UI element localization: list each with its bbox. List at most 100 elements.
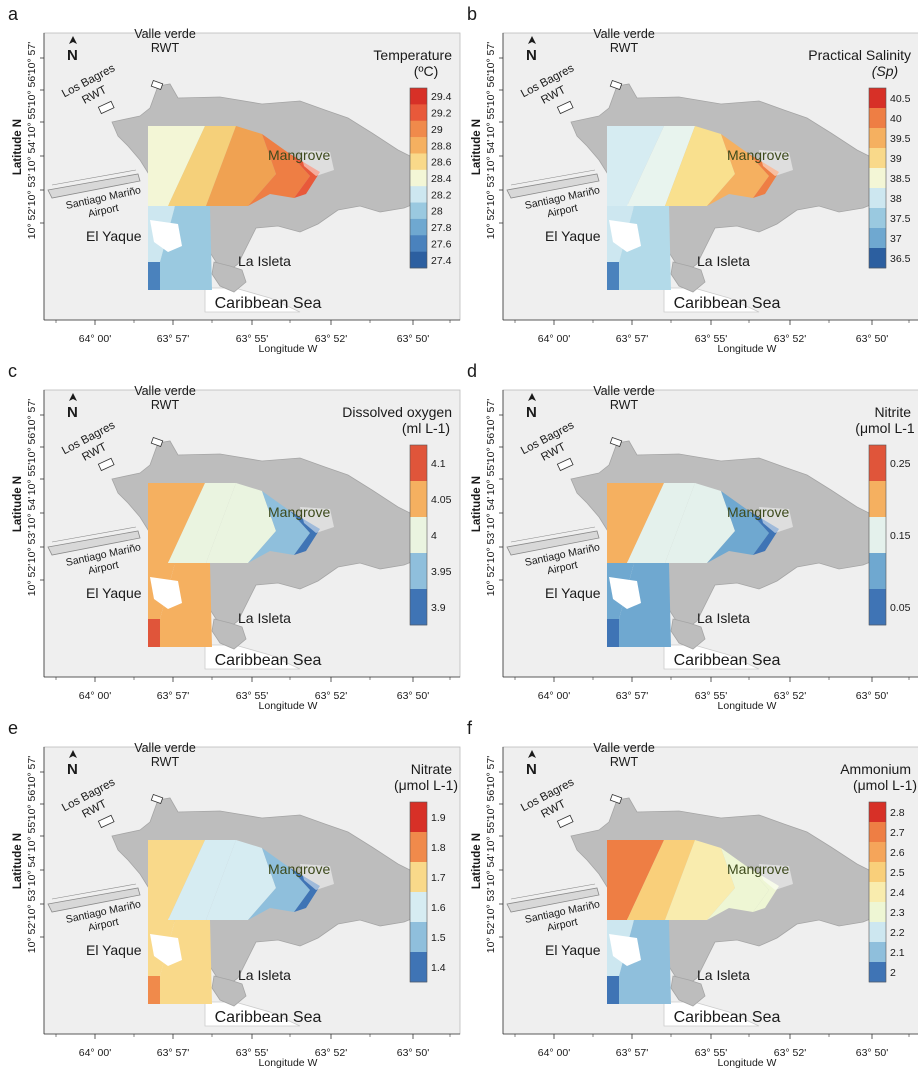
- y-tick-label: 10° 55': [26, 463, 38, 495]
- legend-tick-label: 1.9: [431, 812, 446, 824]
- x-axis-label: Longitude W: [718, 700, 777, 712]
- legend-swatch: [410, 251, 427, 269]
- mangrove-clearing: [300, 150, 334, 176]
- los-bagres-rwt-marker: [97, 100, 115, 115]
- legend-swatch: [410, 88, 427, 105]
- legend-tick-label: 27.4: [431, 255, 452, 267]
- x-tick-label: 64° 00': [79, 1047, 111, 1059]
- lagoon-zone: [707, 848, 769, 920]
- el-yaque-notch: [609, 934, 641, 966]
- y-tick-label: 10° 56': [26, 788, 38, 820]
- north-arrow-label: N: [67, 404, 78, 421]
- label-caribbean-sea: Caribbean Sea: [215, 295, 322, 312]
- y-axis-label: Latitude N: [12, 476, 24, 532]
- y-tick-label: 10° 56': [26, 431, 38, 463]
- legend-tick-label: 38.5: [890, 173, 911, 185]
- legend-tick-label: 27.6: [431, 238, 452, 250]
- estuary-zone: [607, 262, 619, 290]
- y-tick-label: 10° 53': [26, 531, 38, 563]
- legend-swatch: [869, 882, 886, 903]
- legend-swatch: [410, 235, 427, 252]
- legend-title: Temperature: [373, 47, 452, 63]
- legend-tick-label: 2.7: [890, 827, 905, 839]
- north-arrow-icon: N: [67, 750, 78, 778]
- legend-swatch: [410, 481, 427, 518]
- y-tick-label: 10° 57': [26, 42, 38, 74]
- mangrove-clearing: [300, 864, 334, 890]
- y-tick-label: 10° 53': [26, 174, 38, 206]
- legend-swatch: [869, 589, 886, 626]
- legend-tick-label: 2.3: [890, 907, 905, 919]
- label-la-isleta: La Isleta: [238, 253, 291, 269]
- label-mangrove: Mangrove: [727, 147, 789, 163]
- x-tick-label: 63° 57': [157, 1047, 189, 1059]
- lagoon-zone: [206, 483, 276, 563]
- legend-tick-label: 28.4: [431, 173, 452, 185]
- legend-tick-label: 37: [890, 233, 902, 245]
- x-tick-label: 64° 00': [538, 333, 570, 345]
- airport-runway: [47, 887, 141, 913]
- label-el-yaque: El Yaque: [545, 942, 601, 958]
- airport-runway: [47, 530, 141, 556]
- map-panel-b: b N Valle verde RWT Los Bagres RWT Santiago Ma…: [459, 0, 918, 357]
- legend-frame: [409, 444, 428, 626]
- label-mangrove: Mangrove: [727, 504, 789, 520]
- y-tick-label: 10° 57': [485, 756, 497, 788]
- north-arrow-icon: N: [67, 36, 78, 64]
- x-tick-label: 63° 55': [236, 690, 268, 702]
- north-arrow-head: [69, 750, 77, 758]
- x-tick-label: 63° 55': [695, 690, 727, 702]
- valle-verde-rwt-marker: [150, 436, 164, 448]
- legend-tick-label: 4.1: [431, 458, 446, 470]
- x-axis-label: Longitude W: [259, 700, 318, 712]
- lagoon-zone: [206, 840, 276, 920]
- lagoon-zone: [168, 840, 236, 920]
- map-panel-f: f N Valle verde RWT Los Bagres RWT Santiago Ma…: [459, 714, 918, 1071]
- label-mangrove: Mangrove: [268, 504, 330, 520]
- la-isleta-island: [670, 618, 706, 650]
- map-panel-e: e N Valle verde RWT Los Bagres RWT Santiago Ma…: [0, 714, 461, 1071]
- x-tick-label: 63° 57': [157, 333, 189, 345]
- legend-tick-label: 0.25: [890, 458, 911, 470]
- north-arrow-icon: N: [67, 393, 78, 421]
- mangrove-clearing: [759, 507, 793, 533]
- y-tick-label: 10° 53': [485, 888, 497, 920]
- airport-runway-line: [51, 883, 137, 900]
- los-bagres-rwt-marker: [97, 814, 115, 829]
- airport-runway: [47, 173, 141, 199]
- el-yaque-notch: [609, 577, 641, 609]
- legend-unit: (Sp): [872, 63, 898, 79]
- label-el-yaque: El Yaque: [545, 228, 601, 244]
- airport-runway-line: [510, 883, 596, 900]
- el-yaque-notch: [150, 577, 182, 609]
- label-la-isleta: La Isleta: [697, 967, 750, 983]
- legend-swatch: [869, 108, 886, 129]
- y-tick-label: 10° 57': [26, 756, 38, 788]
- legend-tick-label: 2.4: [890, 887, 905, 899]
- x-tick-label: 63° 57': [616, 1047, 648, 1059]
- legend-title: Ammonium: [840, 761, 911, 777]
- legend-frame: [409, 801, 428, 983]
- y-tick-label: 10° 54': [26, 497, 38, 529]
- legend-swatch: [869, 802, 886, 823]
- x-tick-label: 63° 52': [774, 1047, 806, 1059]
- la-isleta-island: [211, 261, 247, 293]
- lagoon-zone: [749, 511, 779, 555]
- x-tick-label: 64° 00': [79, 333, 111, 345]
- lagoon-zone: [290, 868, 320, 912]
- label-el-yaque: El Yaque: [86, 942, 142, 958]
- x-axis-label: Longitude W: [718, 343, 777, 355]
- el-yaque-notch: [609, 220, 641, 252]
- label-mangrove: Mangrove: [268, 861, 330, 877]
- legend-title: Nitrate: [411, 761, 452, 777]
- north-arrow-head: [528, 36, 536, 44]
- x-tick-label: 63° 55': [236, 1047, 268, 1059]
- y-tick-label: 10° 55': [26, 106, 38, 138]
- x-tick-label: 63° 50': [856, 690, 888, 702]
- legend-tick-label: 29.2: [431, 108, 452, 120]
- airport-runway: [506, 887, 600, 913]
- legend-swatch: [410, 952, 427, 983]
